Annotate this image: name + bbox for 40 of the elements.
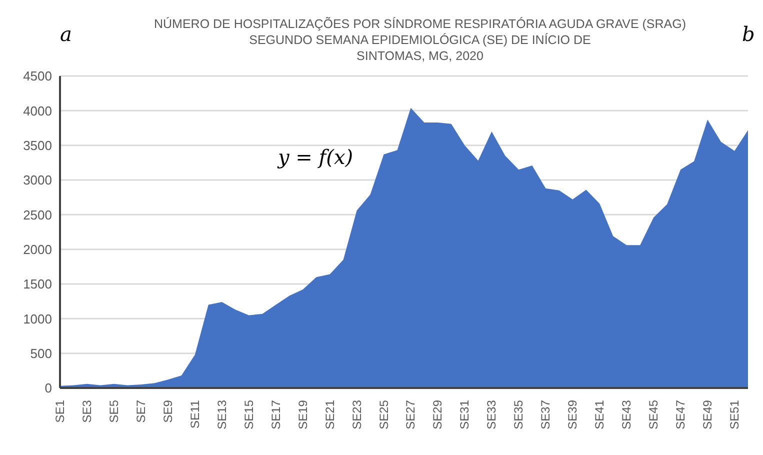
x-tick-label: SE23 xyxy=(350,400,364,430)
x-tick-label: SE1 xyxy=(53,400,67,423)
x-tick-label: SE39 xyxy=(566,400,580,430)
y-tick-label: 3000 xyxy=(23,172,52,188)
x-tick-label: SE5 xyxy=(106,400,121,423)
x-tick-label: SE27 xyxy=(404,400,418,430)
chart-title: NÚMERO DE HOSPITALIZAÇÕES POR SÍNDROME RESPIRATÓRIA AGUDA GRAVE (SRAG) SEGUNDO SEMANA EPIDEMIOLÓGICA (SE) DE INÍCIO DE SINTOMAS, MG, 2020 xyxy=(152,16,688,64)
x-tick-label: SE51 xyxy=(728,400,742,430)
y-tick-label: 2500 xyxy=(23,207,52,222)
x-tick-label: SE49 xyxy=(700,400,715,430)
x-tick-label: SE29 xyxy=(430,400,445,430)
x-tick-label: SE25 xyxy=(376,400,391,430)
text: b xyxy=(742,22,755,46)
annotation: y = f(x) xyxy=(278,145,354,169)
y-tick-label: 1000 xyxy=(23,311,52,326)
x-tick-label: SE7 xyxy=(134,400,148,423)
y-tick-label: 3500 xyxy=(23,138,52,153)
x-tick-label: SE11 xyxy=(188,400,202,428)
x-tick-label: SE43 xyxy=(620,400,634,430)
y-tick-label: 2000 xyxy=(23,242,52,257)
x-tick-label: SE9 xyxy=(160,400,175,423)
x-tick-label: SE41 xyxy=(592,400,607,430)
x-tick-label: SE13 xyxy=(214,400,229,430)
x-tick-label: SE45 xyxy=(646,400,661,430)
y-tick-label: 4500 xyxy=(23,68,52,84)
x-tick-label: SE21 xyxy=(322,400,337,430)
y-tick-label: 1500 xyxy=(23,276,52,292)
x-tick-label: SE33 xyxy=(484,400,499,430)
y-tick-label: 0 xyxy=(44,380,52,396)
x-tick-label: SE47 xyxy=(674,400,688,430)
x-tick-label: SE37 xyxy=(538,400,553,430)
x-tick-label: SE17 xyxy=(268,400,283,430)
x-tick-label: SE35 xyxy=(512,400,526,430)
y-tick-label: 500 xyxy=(30,346,52,361)
x-tick-label: SE3 xyxy=(80,400,94,423)
x-tick-label: SE31 xyxy=(458,400,472,430)
y-tick-label: 4000 xyxy=(23,103,52,118)
x-tick-label: SE19 xyxy=(296,400,310,430)
x-tick-label: SE15 xyxy=(242,400,256,430)
text: a xyxy=(60,22,72,46)
